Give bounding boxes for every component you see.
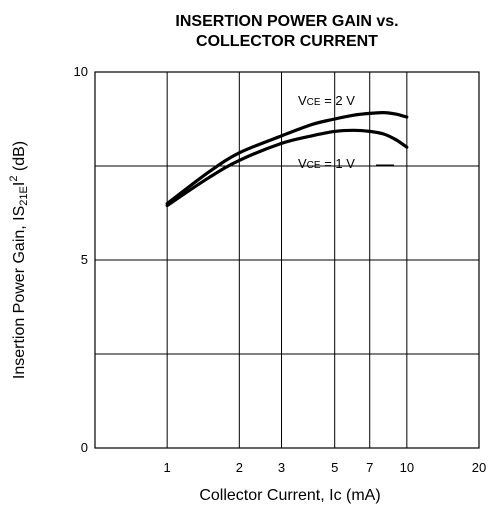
x-tick-label: 20 bbox=[472, 460, 486, 475]
y-tick-label: 10 bbox=[74, 64, 88, 79]
series-label-rest: = 2 V bbox=[321, 93, 356, 108]
chart-title-line-1: INSERTION POWER GAIN vs. bbox=[175, 13, 399, 30]
series-vce-1v-label: VCE = 1 V bbox=[298, 156, 355, 171]
series-label-sub: CE bbox=[307, 97, 321, 108]
y-axis-label-sup: 2 bbox=[8, 176, 20, 182]
data-curves bbox=[165, 110, 409, 208]
y-axis-label: Insertion Power Gain, IS21EI2 (dB) bbox=[8, 141, 30, 379]
y-axis-label-mid: I bbox=[11, 182, 28, 186]
x-tick-label: 2 bbox=[236, 460, 243, 475]
tick-labels: 1 2 3 5 7 10 20 0 5 10 bbox=[74, 64, 487, 475]
chart-title-line-2: COLLECTOR CURRENT bbox=[196, 33, 378, 50]
plot-frame bbox=[94, 71, 480, 449]
series-vce-2v-line bbox=[165, 110, 409, 206]
x-tick-label: 3 bbox=[278, 460, 285, 475]
x-axis-label: Collector Current, Ic (mA) bbox=[199, 487, 380, 504]
grid-lines bbox=[95, 72, 479, 448]
x-tick-label: 5 bbox=[331, 460, 338, 475]
y-tick-label: 0 bbox=[81, 440, 88, 455]
series-label-sub: CE bbox=[307, 160, 321, 171]
series-vce-1v-line bbox=[165, 128, 409, 208]
y-tick-label: 5 bbox=[81, 252, 88, 267]
series-label-prefix: V bbox=[298, 156, 307, 171]
y-axis-label-main: Insertion Power Gain, IS bbox=[11, 206, 28, 379]
series-vce-2v-label: VCE = 2 V bbox=[298, 93, 355, 108]
y-axis-label-sub: 21E bbox=[18, 186, 30, 206]
x-tick-label: 10 bbox=[400, 460, 414, 475]
x-tick-label: 1 bbox=[164, 460, 171, 475]
series-label-prefix: V bbox=[298, 93, 307, 108]
x-tick-label: 7 bbox=[366, 460, 373, 475]
y-axis-label-unit: (dB) bbox=[11, 141, 28, 176]
series-label-rest: = 1 V bbox=[321, 156, 356, 171]
